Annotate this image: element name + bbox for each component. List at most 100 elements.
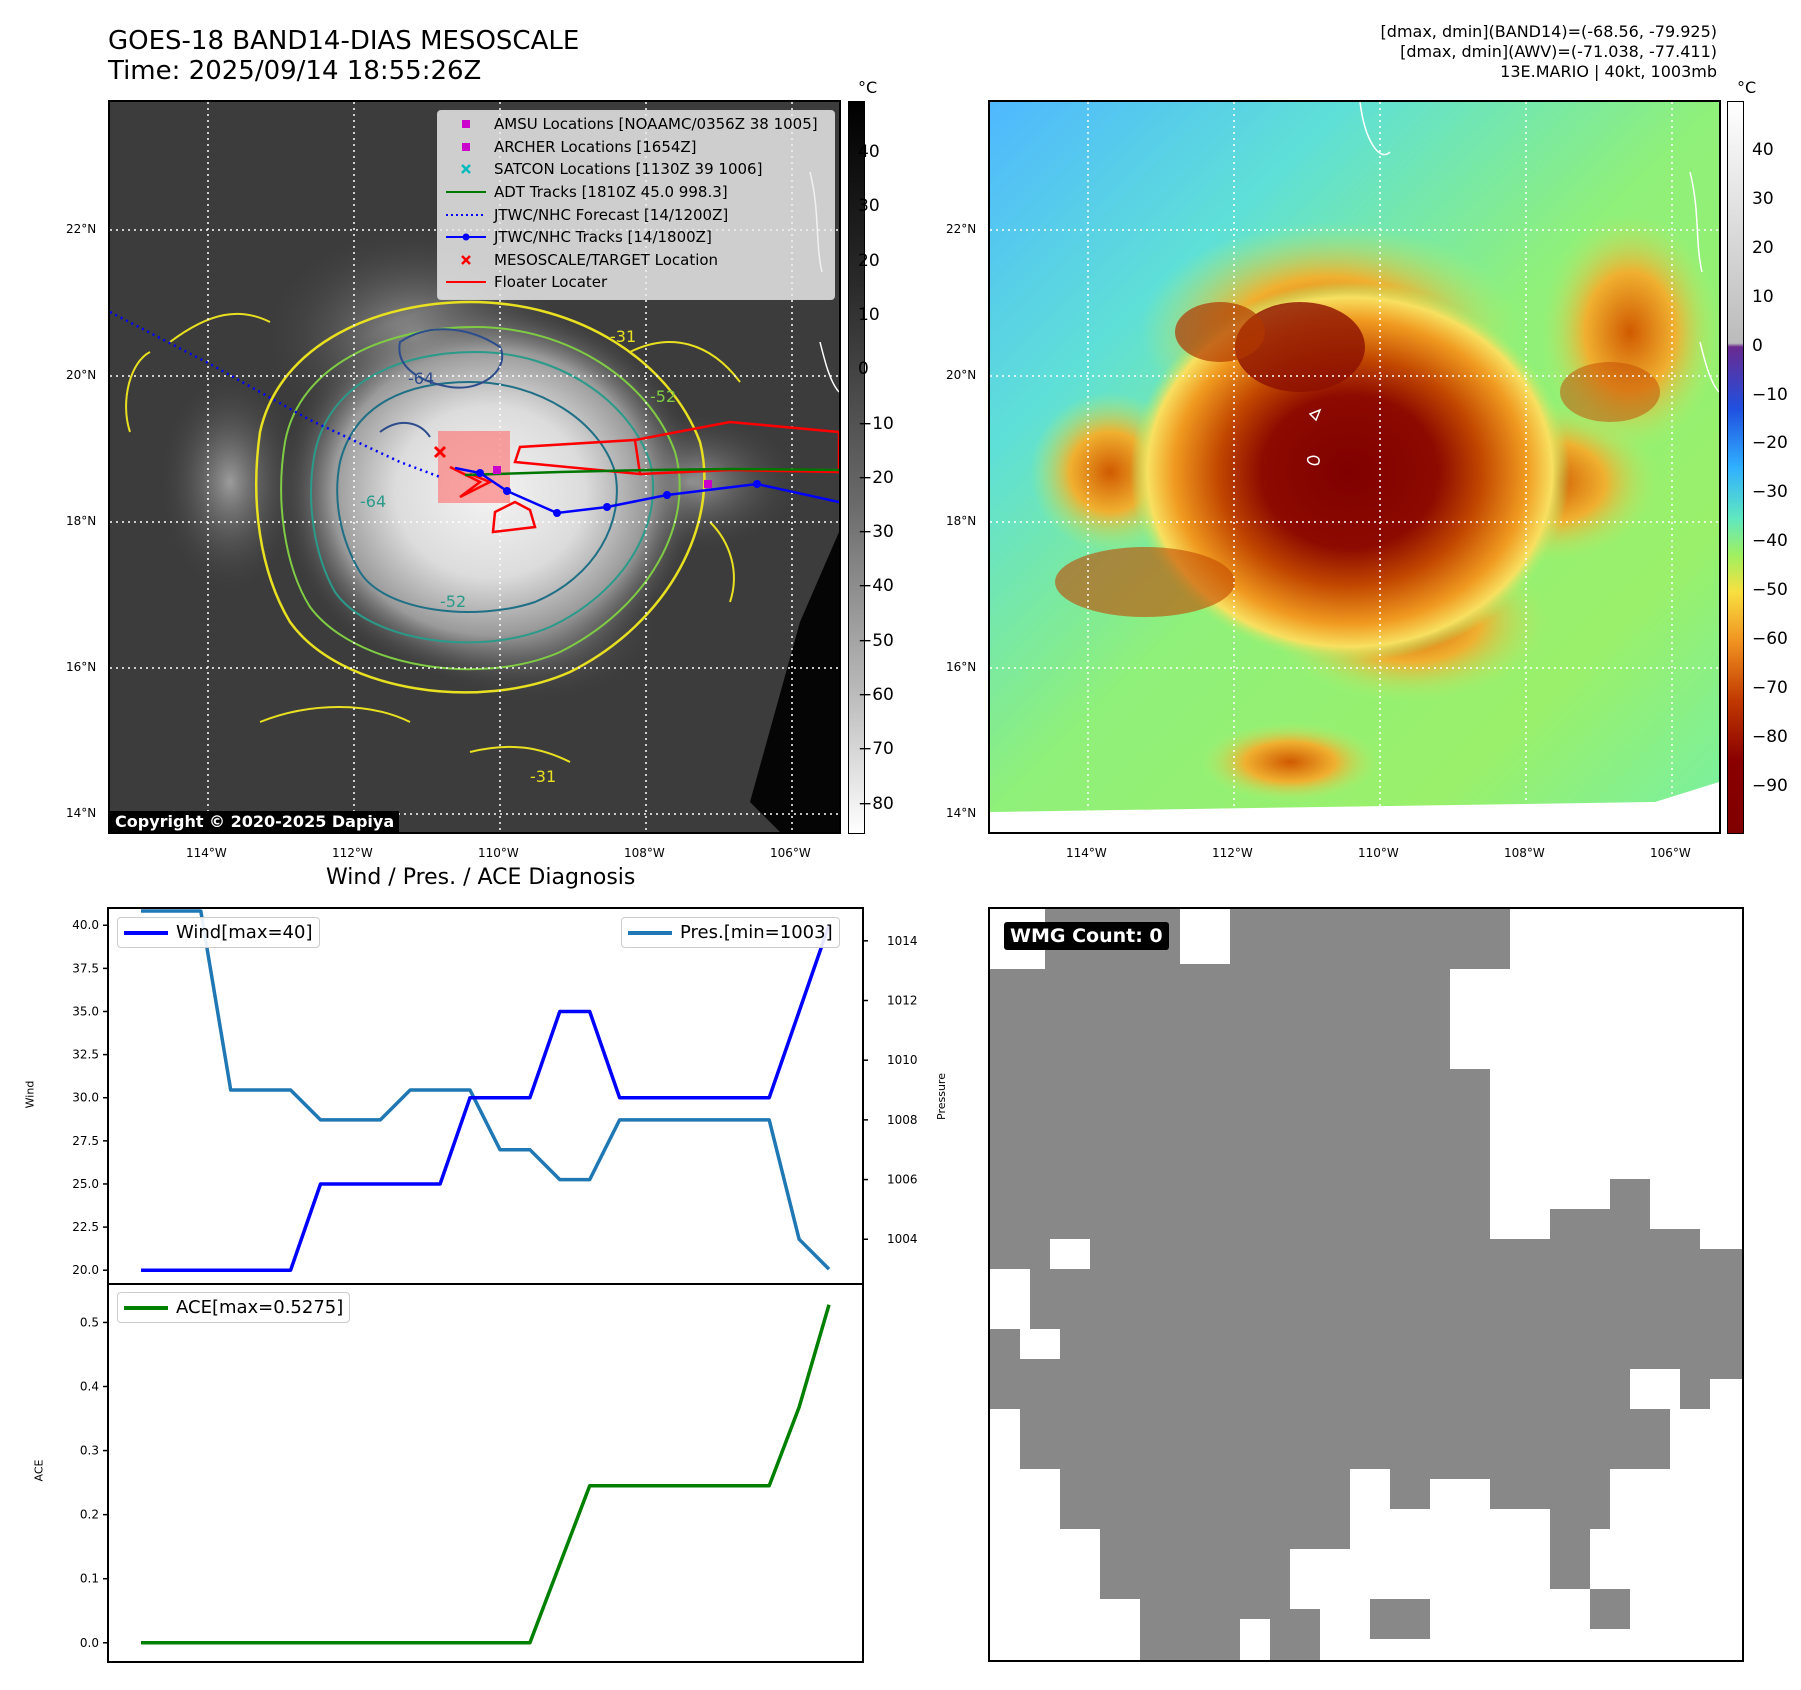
gray-colorbar-tick: 40 [858, 142, 880, 162]
diagnosis-title: Wind / Pres. / ACE Diagnosis [326, 865, 636, 890]
wind-tick-label: 30.0 [72, 1091, 99, 1105]
legend-symbol [444, 161, 488, 177]
wind-axis-label: Wind [23, 1080, 37, 1109]
lon-label: 106°W [1650, 846, 1691, 860]
jtwc-track [454, 466, 839, 515]
contour-label: -52 [440, 592, 466, 611]
pressure-tick-label: 1014 [887, 934, 918, 948]
gray-colorbar-tick: 20 [858, 250, 880, 271]
contour-inner [310, 350, 655, 644]
pressure-tick-label: 1006 [887, 1173, 918, 1187]
color-colorbar [1727, 101, 1744, 834]
lon-label: 108°W [624, 846, 665, 860]
storm-core-color [1130, 282, 1570, 662]
map-legend-item: JTWC/NHC Tracks [14/1800Z] [438, 226, 834, 249]
adt-track [464, 467, 839, 477]
wmg-gray-mask [990, 909, 1742, 1660]
legend-symbol [444, 274, 488, 290]
color-colorbar-tick: 40 [1752, 140, 1774, 160]
figure-title-line1: GOES-18 BAND14-DIAS MESOSCALE [108, 26, 580, 56]
map-gridlines [990, 102, 1719, 832]
ace-series-line [141, 1304, 831, 1645]
legend-label: JTWC/NHC Forecast [14/1200Z] [494, 205, 729, 224]
ace-tick-label: 0.0 [80, 1636, 99, 1650]
no-data-wedge [750, 532, 839, 832]
color-colorbar-tick: 10 [1752, 286, 1774, 307]
color-colorbar-tick: −50 [1752, 580, 1788, 601]
archer-marker [493, 466, 501, 474]
pressure-series-line [141, 909, 831, 1271]
ace-axis-label: ACE [32, 1459, 46, 1482]
wind-tick-label: 37.5 [72, 961, 99, 975]
legend-label: ADT Tracks [1810Z 45.0 998.3] [494, 183, 728, 202]
lat-label: 14°N [66, 806, 97, 820]
color-colorbar-tick: −30 [1752, 482, 1788, 503]
lon-label: 110°W [1358, 846, 1399, 860]
gray-colorbar-tick: −40 [858, 576, 894, 597]
wind-tick-label: 27.5 [72, 1134, 99, 1148]
lat-label: 16°N [946, 660, 977, 674]
lat-label: 14°N [946, 806, 977, 820]
contour-label: -31 [610, 327, 636, 346]
ace-legend: ACE[max=0.5275] [117, 1292, 351, 1323]
gray-colorbar-tick: −30 [858, 522, 894, 543]
lon-label: 106°W [770, 846, 811, 860]
contour-outer [255, 300, 706, 694]
pressure-tick-label: 1012 [887, 994, 918, 1008]
diagnosis-chart: 40.0 37.5 35.0 32.5 30.0 27.5 25.0 22.5 20.0 1014… [72, 907, 918, 1663]
wind-series-line [141, 924, 831, 1272]
ace-axes [107, 1283, 864, 1663]
color-colorbar-tick: 30 [1752, 188, 1774, 209]
lon-label: 112°W [1212, 846, 1253, 860]
map-legend-item: SATCON Locations [1130Z 39 1006] [438, 158, 834, 181]
ace-legend-label: ACE[max=0.5275] [176, 1297, 344, 1318]
map-legend-item: ARCHER Locations [1654Z] [438, 136, 834, 159]
lon-label: 110°W [478, 846, 519, 860]
wmg-mask-svg [990, 909, 1742, 1660]
color-colorbar-tick: 20 [1752, 237, 1774, 258]
gray-colorbar-tick: −80 [858, 793, 894, 814]
ace-tick-label: 0.3 [80, 1444, 99, 1458]
legend-symbol [444, 139, 488, 155]
legend-symbol [444, 252, 488, 268]
legend-label: AMSU Locations [NOAAMC/0356Z 38 1005] [494, 115, 818, 134]
contour-label: -52 [650, 387, 676, 406]
pressure-axis-label: Pressure [934, 1073, 948, 1120]
map-legend: AMSU Locations [NOAAMC/0356Z 38 1005] ARC… [437, 110, 835, 300]
wmg-count-badge: WMG Count: 0 [1004, 922, 1169, 950]
lat-label: 22°N [946, 222, 977, 236]
gray-colorbar-tick: −50 [858, 630, 894, 651]
legend-symbol [444, 229, 488, 245]
jtwc-track-points [476, 469, 761, 517]
coastline [1359, 102, 1719, 393]
ace-tick-label: 0.4 [80, 1380, 99, 1394]
color-colorbar-tick: −90 [1752, 775, 1788, 796]
contour-label: -64 [408, 369, 434, 388]
wind-tick-label: 32.5 [72, 1048, 99, 1062]
legend-symbol [444, 207, 488, 223]
gray-colorbar-tick: 30 [858, 196, 880, 217]
lat-label: 20°N [946, 368, 977, 382]
color-colorbar-tick: −70 [1752, 677, 1788, 698]
amsu-marker [704, 480, 712, 488]
ace-tick-label: 0.2 [80, 1508, 99, 1522]
wind-tick-label: 40.0 [72, 918, 99, 932]
map-legend-item: JTWC/NHC Forecast [14/1200Z] [438, 203, 834, 226]
pressure-tick-label: 1010 [887, 1053, 918, 1067]
gray-colorbar-tick: −60 [858, 685, 894, 705]
gray-colorbar-tick: −70 [858, 739, 894, 760]
color-colorbar-tick: 0 [1752, 335, 1763, 356]
gray-colorbar [848, 101, 865, 834]
lat-label: 16°N [66, 660, 97, 674]
color-colorbar-tick: −20 [1752, 433, 1788, 454]
wmg-panel: WMG Count: 0 [988, 907, 1744, 1662]
mesoscale-target-marker [433, 445, 447, 459]
ir-color-map [988, 100, 1721, 834]
lon-label: 108°W [1504, 846, 1545, 860]
info-line1: [dmax, dmin](BAND14)=(-68.56, -79.925) [1380, 22, 1717, 41]
wind-tick-label: 25.0 [72, 1177, 99, 1191]
legend-label: ARCHER Locations [1654Z] [494, 137, 697, 156]
wind-legend-line [124, 930, 168, 935]
gray-colorbar-tick: −10 [858, 413, 894, 434]
legend-label: SATCON Locations [1130Z 39 1006] [494, 160, 763, 179]
